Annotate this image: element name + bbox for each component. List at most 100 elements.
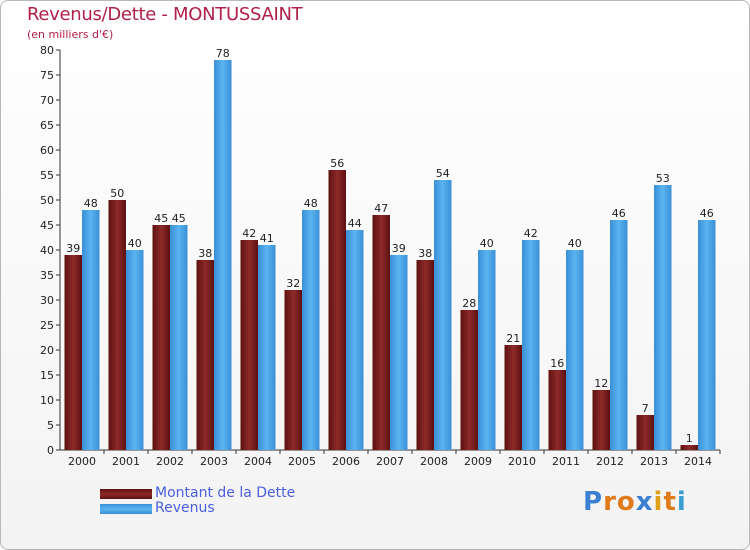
data-label-revenus: 44 [348,217,362,230]
x-tick-label: 2004 [244,455,272,468]
logo-letter: P [583,487,604,517]
data-label-revenus: 45 [172,212,186,225]
legend-swatch-dette [100,489,152,499]
x-tick-label: 2013 [640,455,668,468]
logo-letter: i [676,487,687,517]
y-tick-label: 25 [40,319,54,332]
data-label-revenus: 41 [260,232,274,245]
y-tick-label: 0 [47,444,54,457]
bar-dette [416,260,434,450]
legend-label-dette: Montant de la Dette [155,485,296,501]
bar-revenus [434,180,452,450]
proxiti-logo: Proxiti [583,487,687,517]
bar-revenus [82,210,100,450]
data-label-revenus: 46 [612,207,626,220]
x-tick-label: 2008 [420,455,448,468]
x-tick-label: 2012 [596,455,624,468]
x-tick-label: 2006 [332,455,360,468]
data-label-dette: 7 [642,402,649,415]
data-label-dette: 38 [418,247,432,260]
x-tick-label: 2011 [552,455,580,468]
y-tick-label: 15 [40,369,54,382]
x-tick-label: 2000 [68,455,96,468]
logo-letter: r [603,487,617,517]
data-label-revenus: 53 [656,172,670,185]
data-label-dette: 56 [330,157,344,170]
bar-revenus [214,60,232,450]
legend-label-revenus: Revenus [155,500,215,516]
bar-dette [372,215,390,450]
data-label-revenus: 40 [480,237,494,250]
bar-revenus [170,225,188,450]
x-tick-label: 2001 [112,455,140,468]
data-label-dette: 12 [594,377,608,390]
chart-subtitle: (en milliers d'€) [27,28,114,41]
bar-revenus [346,230,364,450]
bar-revenus [478,250,496,450]
logo-letter: x [635,487,654,517]
bar-revenus [566,250,584,450]
x-tick-label: 2005 [288,455,316,468]
y-tick-label: 55 [40,169,54,182]
logo-letter: t [663,487,677,517]
data-label-dette: 32 [286,277,300,290]
legend-swatch-revenus [100,504,152,514]
bar-dette [328,170,346,450]
bar-dette [680,445,698,450]
data-label-revenus: 46 [700,207,714,220]
y-tick-label: 20 [40,344,54,357]
bar-dette [636,415,654,450]
data-label-dette: 42 [242,227,256,240]
bar-dette [284,290,302,450]
data-label-dette: 45 [154,212,168,225]
y-tick-label: 5 [47,419,54,432]
bar-dette [196,260,214,450]
x-tick-label: 2003 [200,455,228,468]
bar-revenus [522,240,540,450]
bar-revenus [698,220,716,450]
data-label-dette: 38 [198,247,212,260]
data-label-dette: 39 [66,242,80,255]
bar-dette [152,225,170,450]
chart-title: Revenus/Dette - MONTUSSAINT [27,4,303,25]
y-tick-label: 75 [40,69,54,82]
bar-dette [240,240,258,450]
bar-dette [592,390,610,450]
bar-revenus [258,245,276,450]
data-label-dette: 16 [550,357,564,370]
bar-revenus [610,220,628,450]
data-label-dette: 1 [686,432,693,445]
data-label-revenus: 40 [128,237,142,250]
data-label-dette: 28 [462,297,476,310]
logo-letter: i [653,487,664,517]
bar-dette [460,310,478,450]
y-tick-label: 40 [40,244,54,257]
data-label-revenus: 48 [304,197,318,210]
bar-dette [504,345,522,450]
data-label-revenus: 39 [392,242,406,255]
y-tick-label: 45 [40,219,54,232]
y-tick-label: 35 [40,269,54,282]
bar-dette [548,370,566,450]
y-tick-label: 30 [40,294,54,307]
bar-revenus [302,210,320,450]
y-tick-label: 80 [40,44,54,57]
y-tick-label: 65 [40,119,54,132]
data-label-revenus: 54 [436,167,450,180]
bar-dette [108,200,126,450]
y-tick-label: 50 [40,194,54,207]
data-label-dette: 50 [110,187,124,200]
bar-revenus [126,250,144,450]
data-label-revenus: 48 [84,197,98,210]
x-tick-label: 2002 [156,455,184,468]
data-label-dette: 47 [374,202,388,215]
y-tick-label: 60 [40,144,54,157]
data-label-revenus: 40 [568,237,582,250]
y-tick-label: 10 [40,394,54,407]
x-tick-label: 2009 [464,455,492,468]
data-label-dette: 21 [506,332,520,345]
bar-revenus [390,255,408,450]
x-tick-label: 2010 [508,455,536,468]
data-label-revenus: 42 [524,227,538,240]
